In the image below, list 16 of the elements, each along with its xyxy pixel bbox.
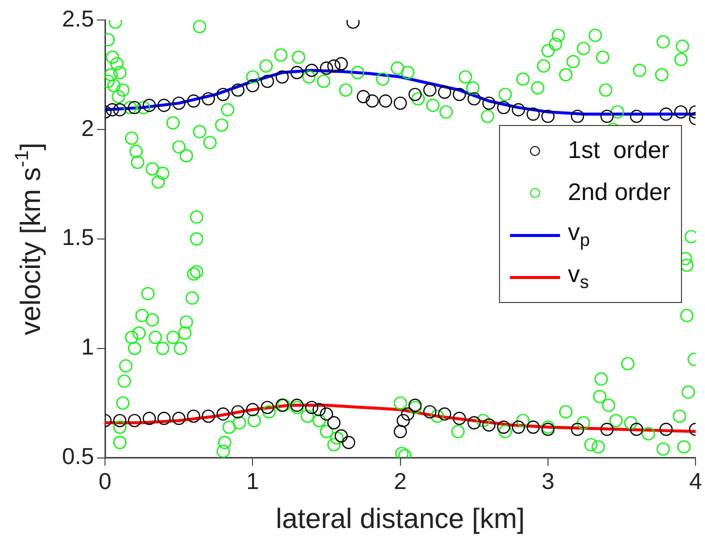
- x-tick-label: 0: [98, 468, 112, 494]
- x-tick-label: 4: [689, 468, 702, 494]
- legend-label: 1st order: [568, 137, 670, 165]
- x-tick-label: 2: [394, 468, 407, 494]
- legend-label: 2nd order: [568, 179, 671, 207]
- y-tick-label: 2.5: [62, 5, 94, 32]
- y-tick-label: 2: [81, 114, 94, 141]
- y-tick-label: 1: [81, 334, 94, 360]
- y-axis-title: velocity [km s-1]: [12, 142, 46, 336]
- x-axis-title: lateral distance [km]: [276, 502, 525, 534]
- y-tick-label: 0.5: [62, 443, 94, 470]
- x-tick-label: 3: [542, 468, 554, 494]
- y-tick-label: 1.5: [62, 224, 94, 250]
- legend-label: v$_{s}$: [568, 261, 589, 293]
- x-tick-label: 1: [246, 468, 260, 494]
- legend-label: v$_{p}$: [568, 219, 590, 251]
